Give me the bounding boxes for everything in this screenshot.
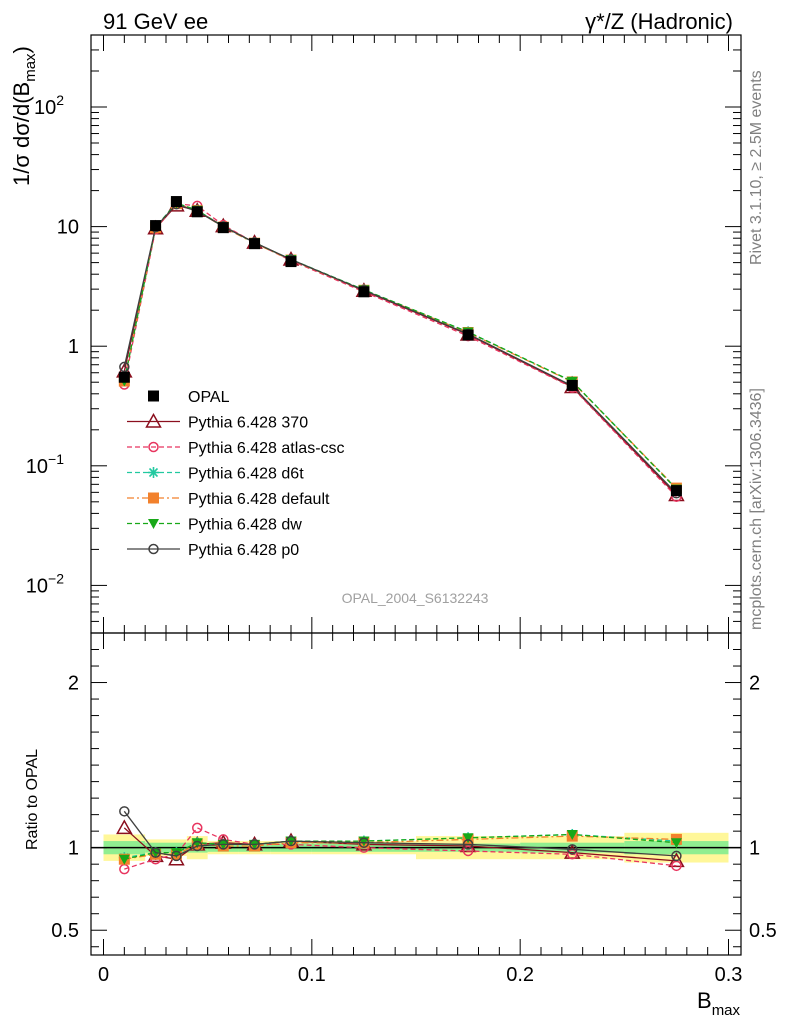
series-pythia-6-428-370-ratio-point bbox=[116, 819, 133, 835]
main-panel-marks bbox=[116, 196, 685, 502]
legend-item-opal: OPAL bbox=[148, 389, 230, 406]
opal-data-point bbox=[358, 286, 370, 298]
legend: OPAL Pythia 6.428 370 Pythia 6.428 atlas-c… bbox=[127, 389, 345, 559]
main-y-tick-label: 10−2 bbox=[26, 570, 64, 597]
legend-label: Pythia 6.428 370 bbox=[188, 415, 308, 432]
opal-data-point bbox=[170, 196, 182, 208]
opal-data-point bbox=[462, 329, 474, 341]
main-y-axis-label: 1/σ dσ/d(Bmax) bbox=[9, 46, 39, 186]
tick-labels: 0 0.1 0.2 0.3 10−2 10−1 1 10 102 0.5 0.5 1 1 2 2 bbox=[26, 92, 777, 986]
opal-data-point bbox=[150, 220, 162, 232]
opal-data-point bbox=[670, 485, 682, 497]
legend-marker bbox=[148, 492, 159, 504]
ratio-y-tick-label: 2 bbox=[68, 673, 79, 695]
legend-label: Pythia 6.428 atlas-csc bbox=[188, 440, 345, 457]
x-tick-label: 0 bbox=[98, 964, 109, 986]
series-pythia-6-428-dw-ratio-point bbox=[566, 829, 578, 840]
legend-marker bbox=[148, 543, 159, 555]
series-pythia-6-428-p0-ratio-line bbox=[123, 810, 677, 857]
main-y-tick-label: 102 bbox=[34, 92, 64, 119]
opal-data-point bbox=[191, 206, 203, 218]
series-pythia-6-428-p0-ratio-point bbox=[119, 806, 130, 817]
opal-data-point bbox=[285, 256, 297, 268]
series-pythia-6-428-p0-ratio-point bbox=[567, 844, 578, 855]
header-left-label: 91 GeV ee bbox=[103, 9, 208, 34]
mcplots-label: mcplots.cern.ch [arXiv:1306.3436] bbox=[748, 388, 765, 630]
opal-data-point bbox=[566, 379, 578, 391]
legend-label: Pythia 6.428 d6t bbox=[188, 466, 304, 483]
axes-frames bbox=[90, 34, 742, 956]
series-pythia-6-428-p0-ratio-point bbox=[218, 839, 229, 850]
series-pythia-6-428-dw-ratio-point bbox=[462, 833, 474, 844]
legend-marker bbox=[148, 467, 159, 478]
x-tick-label: 0.2 bbox=[506, 964, 534, 986]
legend-item-pythia-6-428-dw: Pythia 6.428 dw bbox=[127, 517, 302, 534]
main-y-axis-label-sub: max bbox=[22, 53, 39, 82]
header-right-label: γ*/Z (Hadronic) bbox=[585, 9, 733, 34]
x-tick-label: 0.3 bbox=[715, 964, 743, 986]
main-y-tick-label: 10 bbox=[57, 217, 79, 239]
x-tick-label: 0.1 bbox=[298, 964, 326, 986]
legend-marker bbox=[148, 519, 159, 529]
ratio-y-axis-label: Ratio to OPAL bbox=[24, 749, 41, 850]
ratio-panel-marks bbox=[116, 806, 685, 875]
series-pythia-6-428-p0-main-point bbox=[119, 361, 130, 373]
legend-item-pythia-6-428-atlas-csc: Pythia 6.428 atlas-csc bbox=[127, 440, 345, 457]
analysis-watermark: OPAL_2004_S6132243 bbox=[342, 590, 489, 606]
legend-marker bbox=[148, 390, 159, 402]
ratio-y-tick-label: 0.5 bbox=[51, 920, 79, 942]
series-pythia-6-428-p0-ratio-point bbox=[150, 847, 161, 858]
ratio-y-tick-label-right: 2 bbox=[749, 673, 760, 695]
series-pythia-6-428-p0-ratio-point bbox=[171, 850, 182, 862]
ratio-y-tick-label-right: 1 bbox=[749, 838, 760, 860]
main-y-tick-label: 10−1 bbox=[26, 451, 64, 478]
legend-marker bbox=[148, 441, 159, 453]
series-pythia-6-428-atlas-csc-ratio-point bbox=[671, 860, 682, 872]
legend-label: Pythia 6.428 p0 bbox=[188, 542, 299, 559]
legend-item-pythia-6-428-d6t: Pythia 6.428 d6t bbox=[127, 466, 304, 483]
legend-item-pythia-6-428-370: Pythia 6.428 370 bbox=[127, 412, 308, 432]
main-y-tick-label: 1 bbox=[68, 336, 79, 358]
rivet-label: Rivet 3.1.10, ≥ 2.5M events bbox=[748, 70, 765, 265]
series-pythia-6-428-atlas-csc-ratio-point bbox=[462, 845, 474, 857]
opal-data-point bbox=[249, 238, 261, 250]
legend-marker bbox=[145, 412, 162, 428]
legend-item-pythia-6-428-default: Pythia 6.428 default bbox=[127, 491, 330, 508]
series-pythia-6-428-p0-ratio-point bbox=[671, 850, 682, 862]
x-axis-label-sub: max bbox=[712, 1002, 741, 1019]
legend-label: Pythia 6.428 dw bbox=[188, 517, 302, 534]
opal-data-point bbox=[217, 222, 229, 234]
series-pythia-6-428-p0-ratio-point bbox=[358, 837, 370, 848]
series-pythia-6-428-p0-ratio-point bbox=[249, 839, 260, 850]
series-pythia-6-428-370-ratio-point bbox=[668, 852, 685, 868]
legend-label: OPAL bbox=[188, 389, 230, 406]
series-pythia-6-428-dw-ratio-point bbox=[191, 838, 203, 849]
series-pythia-6-428-dw-ratio-point bbox=[670, 838, 682, 849]
opal-data-point bbox=[118, 371, 130, 383]
series-pythia-6-428-dw-ratio-point bbox=[118, 854, 130, 865]
ratio-y-tick-label: 1 bbox=[68, 838, 79, 860]
legend-label: Pythia 6.428 default bbox=[188, 491, 330, 508]
legend-item-pythia-6-428-p0: Pythia 6.428 p0 bbox=[127, 542, 299, 559]
ratio-y-tick-label-right: 0.5 bbox=[749, 920, 777, 942]
series-pythia-6-428-p0-ratio-point bbox=[462, 839, 474, 850]
series-pythia-6-428-p0-ratio-point bbox=[192, 840, 203, 852]
series-pythia-6-428-dw-ratio-point bbox=[170, 848, 182, 859]
series-pythia-6-428-atlas-csc-ratio-point bbox=[192, 822, 203, 834]
x-axis-label: Bmax bbox=[697, 988, 741, 1019]
ratio-panel-frame bbox=[90, 632, 742, 956]
series-pythia-6-428-p0-ratio-point bbox=[285, 835, 297, 847]
